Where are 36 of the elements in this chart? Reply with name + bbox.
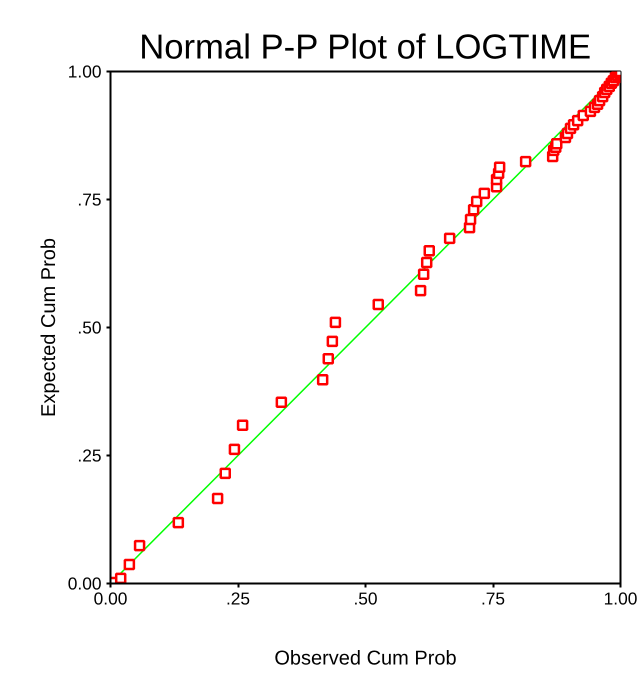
y-tick-label: .25 xyxy=(77,446,102,466)
point xyxy=(212,492,224,504)
point xyxy=(418,268,430,280)
x-tick-label: .50 xyxy=(353,588,378,608)
point xyxy=(322,352,334,364)
chart-title: Normal P-P Plot of LOGTIME xyxy=(139,28,592,66)
y-tick-label: .75 xyxy=(77,190,102,210)
point xyxy=(478,188,490,200)
point xyxy=(124,558,136,570)
point xyxy=(424,244,435,256)
point xyxy=(444,232,456,244)
point xyxy=(470,196,482,208)
point xyxy=(220,468,231,480)
y-axis-title: Expected Cum Prob xyxy=(38,238,60,417)
point xyxy=(464,214,476,226)
point xyxy=(276,396,288,408)
x-tick-label: 1.00 xyxy=(604,588,638,608)
x-tick-label: .25 xyxy=(226,588,250,608)
point xyxy=(172,516,184,528)
point xyxy=(520,156,532,168)
point xyxy=(134,540,146,552)
x-axis-title: Observed Cum Prob xyxy=(274,648,457,670)
point xyxy=(114,572,126,584)
point xyxy=(228,444,240,456)
point xyxy=(330,316,342,328)
x-tick-label: .75 xyxy=(480,588,506,608)
point xyxy=(551,138,562,150)
point xyxy=(326,336,338,348)
point xyxy=(414,284,426,296)
point xyxy=(236,420,248,432)
y-tick-label: .50 xyxy=(77,318,102,338)
point xyxy=(372,298,384,310)
point xyxy=(494,161,506,173)
point xyxy=(420,256,432,268)
y-tick-label: 1.00 xyxy=(68,62,102,82)
point xyxy=(316,374,328,386)
